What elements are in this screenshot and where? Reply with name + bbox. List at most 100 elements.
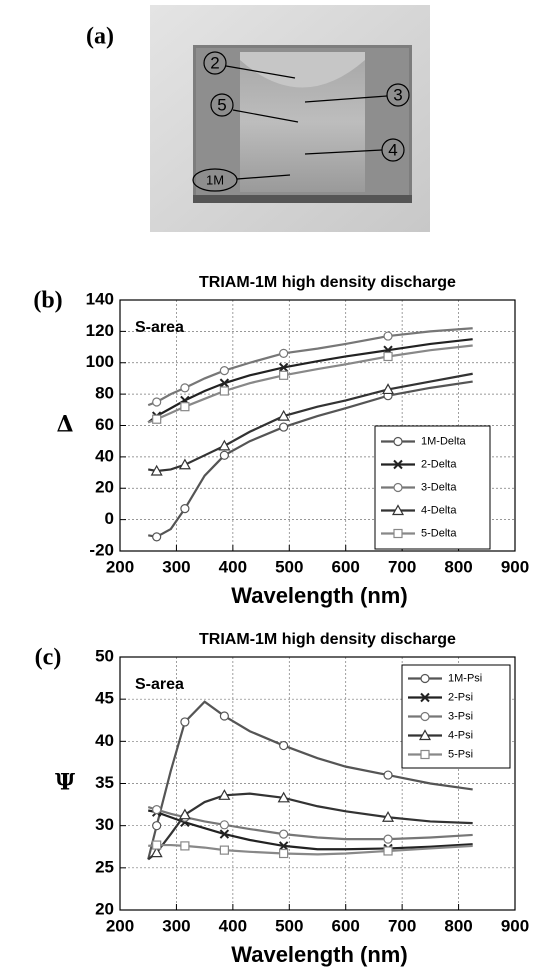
y-tick-label: 30 — [95, 815, 114, 834]
x-tick-label: 900 — [501, 916, 529, 935]
legend-label: 5-Psi — [448, 748, 473, 760]
x-tick-label: 700 — [388, 916, 416, 935]
marker — [278, 841, 289, 851]
series-line — [147, 806, 473, 841]
x-tick-label: 600 — [332, 557, 360, 576]
marker — [219, 378, 230, 388]
marker — [219, 845, 229, 855]
marker — [277, 409, 290, 421]
x-tick-label: 800 — [444, 916, 472, 935]
legend-marker — [393, 459, 403, 470]
y-tick-label: 140 — [86, 289, 114, 308]
marker — [219, 820, 229, 830]
y-tick-label: 40 — [95, 446, 114, 465]
marker — [219, 365, 229, 376]
marker — [383, 846, 393, 856]
marker — [219, 386, 229, 396]
marker — [219, 450, 229, 460]
marker — [383, 834, 393, 844]
x-tick-label: 400 — [219, 557, 247, 576]
marker — [180, 402, 190, 412]
marker — [150, 846, 163, 858]
legend-label: 4-Delta — [421, 504, 457, 516]
x-tick-label: 300 — [162, 916, 190, 935]
y-tick-label: 120 — [86, 321, 114, 340]
chart-title: TRIAM-1M high density discharge — [199, 274, 456, 291]
legend-label: 5-Delta — [421, 527, 457, 539]
marker — [279, 422, 289, 432]
legend-label: 2-Psi — [448, 691, 473, 703]
legend-marker — [391, 504, 405, 516]
photo-label: 3 — [393, 85, 402, 104]
y-tick-label: 45 — [95, 689, 114, 708]
marker — [383, 331, 393, 341]
marker — [279, 829, 289, 839]
annotation: S-area — [135, 676, 184, 693]
marker — [180, 841, 190, 851]
marker — [218, 789, 231, 800]
marker — [180, 717, 190, 727]
x-tick-label: 200 — [106, 916, 134, 935]
marker — [152, 821, 162, 831]
y-axis-label: Ψ — [55, 770, 75, 796]
legend-label: 4-Psi — [448, 729, 473, 741]
marker — [279, 740, 289, 751]
marker — [219, 711, 229, 721]
photo-label: 2 — [210, 53, 219, 72]
marker — [152, 397, 162, 407]
y-tick-label: -20 — [89, 540, 114, 559]
marker — [178, 458, 191, 470]
legend-marker — [418, 729, 432, 741]
y-axis-label: Δ — [56, 412, 73, 438]
marker — [219, 829, 230, 839]
legend-marker — [420, 692, 430, 703]
legend-label: 1M-Delta — [421, 435, 467, 447]
y-tick-label: 40 — [95, 731, 114, 750]
marker — [150, 464, 163, 476]
x-tick-label: 500 — [275, 916, 303, 935]
series-line — [147, 344, 473, 424]
x-tick-label: 200 — [106, 557, 134, 576]
marker — [278, 362, 289, 373]
plot-frame — [119, 656, 516, 911]
marker — [383, 351, 393, 362]
marker — [277, 791, 290, 803]
x-tick-label: 800 — [444, 557, 472, 576]
x-tick-label: 900 — [501, 557, 529, 576]
y-tick-label: 20 — [95, 899, 114, 918]
marker — [382, 383, 395, 395]
series-line — [147, 809, 473, 851]
y-tick-label: 100 — [86, 352, 114, 371]
plot-frame — [119, 299, 516, 552]
legend-marker — [393, 436, 403, 447]
marker — [152, 805, 162, 815]
marker — [180, 504, 190, 514]
y-tick-label: 0 — [105, 509, 114, 528]
x-tick-label: 700 — [388, 557, 416, 576]
y-tick-label: 80 — [95, 384, 114, 403]
panel-label: (b) — [33, 288, 62, 314]
legend-label: 3-Psi — [448, 710, 473, 722]
legend-marker — [393, 528, 403, 539]
photo-label: 1M — [206, 172, 224, 187]
marker — [383, 770, 393, 780]
marker — [152, 840, 162, 850]
y-tick-label: 50 — [95, 646, 114, 665]
y-tick-label: 60 — [95, 415, 114, 434]
legend-label: 1M-Psi — [448, 672, 482, 684]
legend-marker — [420, 749, 430, 760]
x-axis-label: Wavelength (nm) — [231, 583, 407, 608]
legend-marker — [393, 482, 403, 493]
annotation: S-area — [135, 319, 184, 336]
y-tick-label: 35 — [95, 773, 114, 792]
y-tick-label: 25 — [95, 857, 114, 876]
x-tick-label: 600 — [332, 916, 360, 935]
legend-label: 2-Delta — [421, 458, 457, 470]
x-tick-label: 500 — [275, 557, 303, 576]
photo: 2 5 3 4 1M — [150, 5, 430, 232]
marker — [279, 370, 289, 380]
marker — [180, 383, 190, 393]
marker — [152, 532, 162, 542]
x-tick-label: 400 — [219, 916, 247, 935]
